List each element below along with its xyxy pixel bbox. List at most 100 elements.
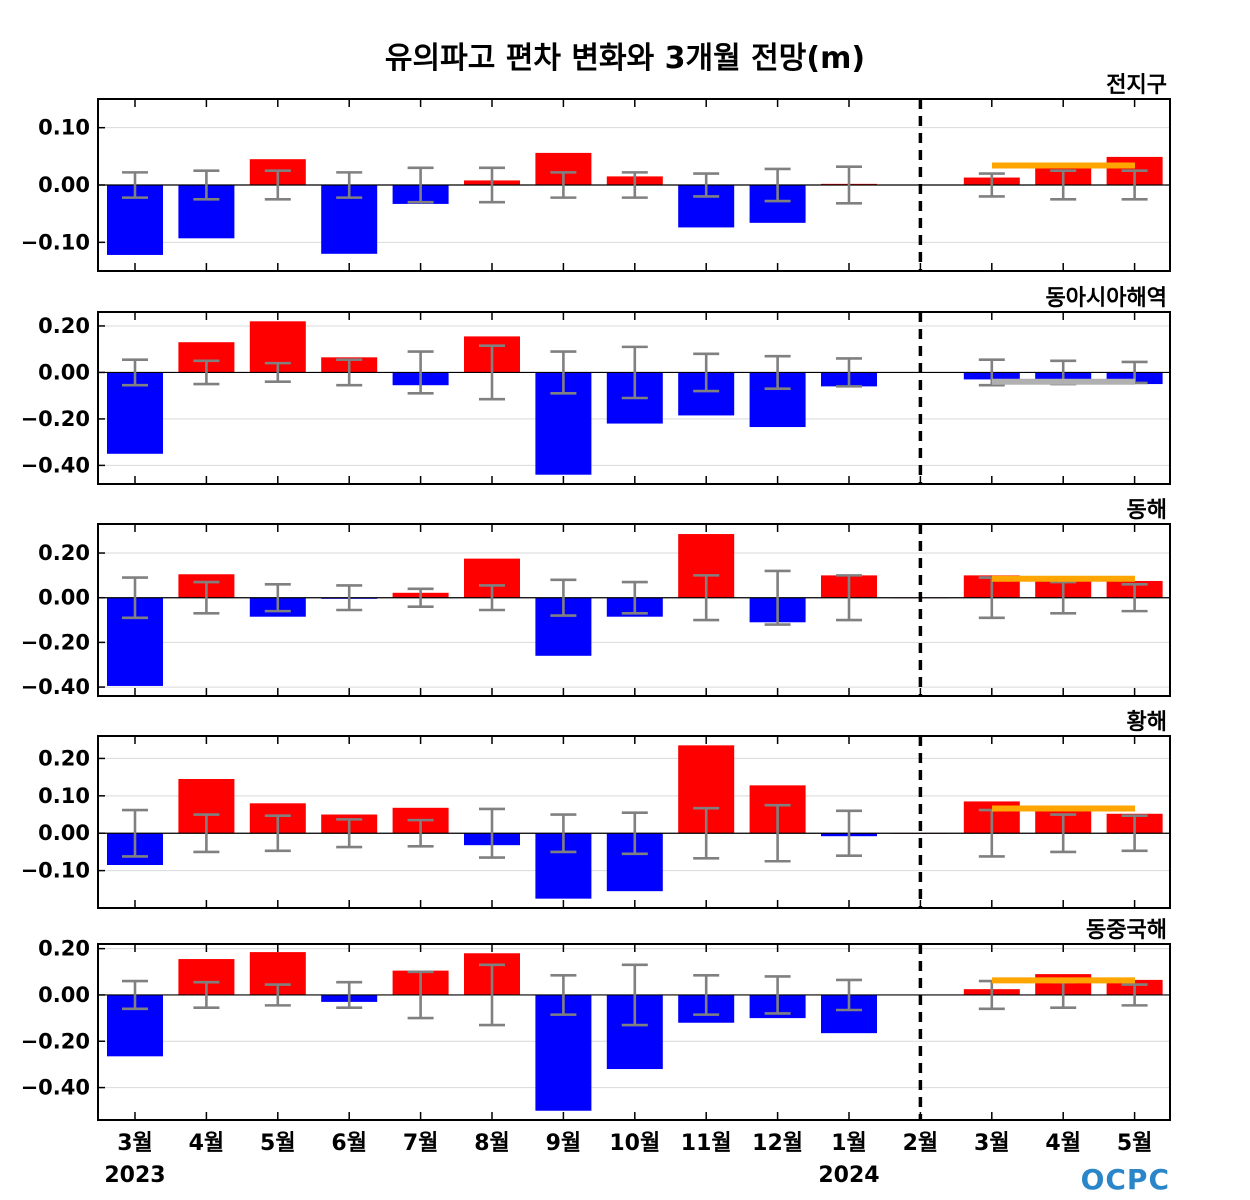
x-tick-label: 4월: [189, 1131, 225, 1156]
error-bar: [693, 352, 720, 393]
panel-frame: [97, 523, 1171, 697]
y-tick-label: 0.20: [38, 746, 90, 770]
error-bar: [550, 578, 577, 617]
error-bar: [621, 811, 648, 856]
x-tick-label: 11월: [681, 1131, 732, 1156]
panel-title: 동아시아해역: [1046, 286, 1167, 311]
y-tick-label: 0.00: [38, 173, 90, 197]
x-tick-label: 5월: [1117, 1131, 1153, 1156]
error-bar: [836, 574, 862, 622]
error-bar: [122, 576, 148, 620]
error-bar: [621, 963, 648, 1027]
panel-1: −0.10 0.00 0.10 전지구: [21, 73, 1171, 272]
x-axis: 3월 4월 5월 6월 7월 8월 9월 10월 11월 12월 1월 2월 3월 4월 5월 2023 202…: [104, 1131, 1152, 1188]
error-bar: [407, 587, 434, 608]
x-tick-label: 3월: [117, 1131, 153, 1156]
x-tick-label: 5월: [260, 1131, 296, 1156]
error-bar: [764, 975, 791, 1015]
y-tick-label: −0.20: [21, 630, 90, 654]
y-tick-label: 0.00: [38, 983, 90, 1007]
y-tick-label: −0.40: [21, 1076, 90, 1100]
error-bar: [407, 970, 434, 1020]
error-bar: [764, 167, 791, 203]
error-bar: [693, 172, 720, 198]
x-tick-label: 9월: [546, 1131, 582, 1156]
error-bar: [336, 358, 363, 387]
y-tick-label: −0.20: [21, 407, 90, 431]
error-bar: [550, 813, 577, 854]
error-bar: [550, 350, 577, 395]
error-bar: [193, 580, 220, 615]
error-bar: [193, 980, 220, 1009]
error-bar: [264, 583, 291, 613]
y-tick-label: 0.20: [38, 937, 90, 961]
error-bar: [550, 171, 577, 199]
y-tick-label: −0.20: [21, 1029, 90, 1053]
error-bar: [479, 963, 505, 1027]
error-bar: [1121, 983, 1148, 1007]
x-tick-label: 4월: [1045, 1131, 1081, 1156]
y-tick-label: −0.10: [21, 230, 90, 254]
error-bar: [407, 350, 434, 395]
error-bar: [122, 358, 148, 387]
panels: −0.10 0.00 0.10 전지구 −0.40 −0.20 0.00 0.20 동아시아해역…: [21, 73, 1171, 1121]
error-bar: [479, 584, 505, 612]
error-bar: [693, 806, 720, 860]
ocpc-logo: OCPC: [1081, 1163, 1170, 1196]
x-tick-label: 6월: [331, 1131, 367, 1156]
chart-title: 유의파고 편차 변화와 3개월 전망(m): [385, 41, 865, 76]
y-tick-label: −0.40: [21, 675, 90, 699]
error-bar: [764, 803, 791, 863]
error-bar: [193, 813, 220, 854]
error-bar: [978, 358, 1005, 387]
error-bar: [1050, 580, 1077, 615]
panel-5: −0.40 −0.20 0.00 0.20 동중국해: [21, 918, 1171, 1121]
x-tick-label: 1월: [831, 1131, 867, 1156]
error-bar: [1121, 169, 1148, 201]
error-bar: [764, 569, 791, 626]
error-bar: [836, 165, 862, 205]
y-tick-label: −0.40: [21, 453, 90, 477]
error-bar: [1050, 169, 1077, 201]
error-bar: [336, 171, 363, 199]
error-bar: [621, 171, 648, 199]
panel-3: −0.40 −0.20 0.00 0.20 동해: [21, 498, 1171, 699]
panel-title: 동해: [1127, 498, 1167, 523]
error-bar: [264, 814, 291, 853]
error-bar: [693, 574, 720, 622]
panel-frame: [97, 311, 1171, 485]
error-bar: [1121, 583, 1148, 613]
error-bar: [264, 983, 291, 1007]
year-label: 2024: [818, 1163, 879, 1188]
error-bar: [836, 978, 862, 1012]
y-tick-label: 0.20: [38, 314, 90, 338]
error-bar: [122, 979, 148, 1011]
y-tick-label: 0.00: [38, 360, 90, 384]
y-tick-label: 0.10: [38, 116, 90, 140]
x-tick-label: 10월: [609, 1131, 660, 1156]
error-bar: [336, 818, 363, 849]
y-tick-label: 0.00: [38, 586, 90, 610]
error-bar: [550, 973, 577, 1016]
error-bar: [407, 166, 434, 204]
y-tick-label: 0.20: [38, 541, 90, 565]
x-tick-label: 12월: [752, 1131, 803, 1156]
error-bar: [764, 354, 791, 391]
panel-frame: [97, 98, 1171, 272]
panel-title: 황해: [1127, 710, 1167, 735]
year-label: 2023: [104, 1163, 165, 1188]
error-bar: [621, 580, 648, 615]
error-bar: [407, 818, 434, 848]
error-bar: [836, 357, 862, 388]
y-tick-label: 0.10: [38, 784, 90, 808]
error-bar: [122, 171, 148, 199]
error-bar: [836, 809, 862, 857]
error-bar: [479, 807, 505, 859]
error-bar: [264, 169, 291, 201]
panel-title: 동중국해: [1086, 918, 1167, 943]
error-bar: [479, 166, 505, 204]
error-bar: [122, 808, 148, 858]
error-bar: [336, 980, 363, 1009]
x-tick-label: 8월: [474, 1131, 510, 1156]
